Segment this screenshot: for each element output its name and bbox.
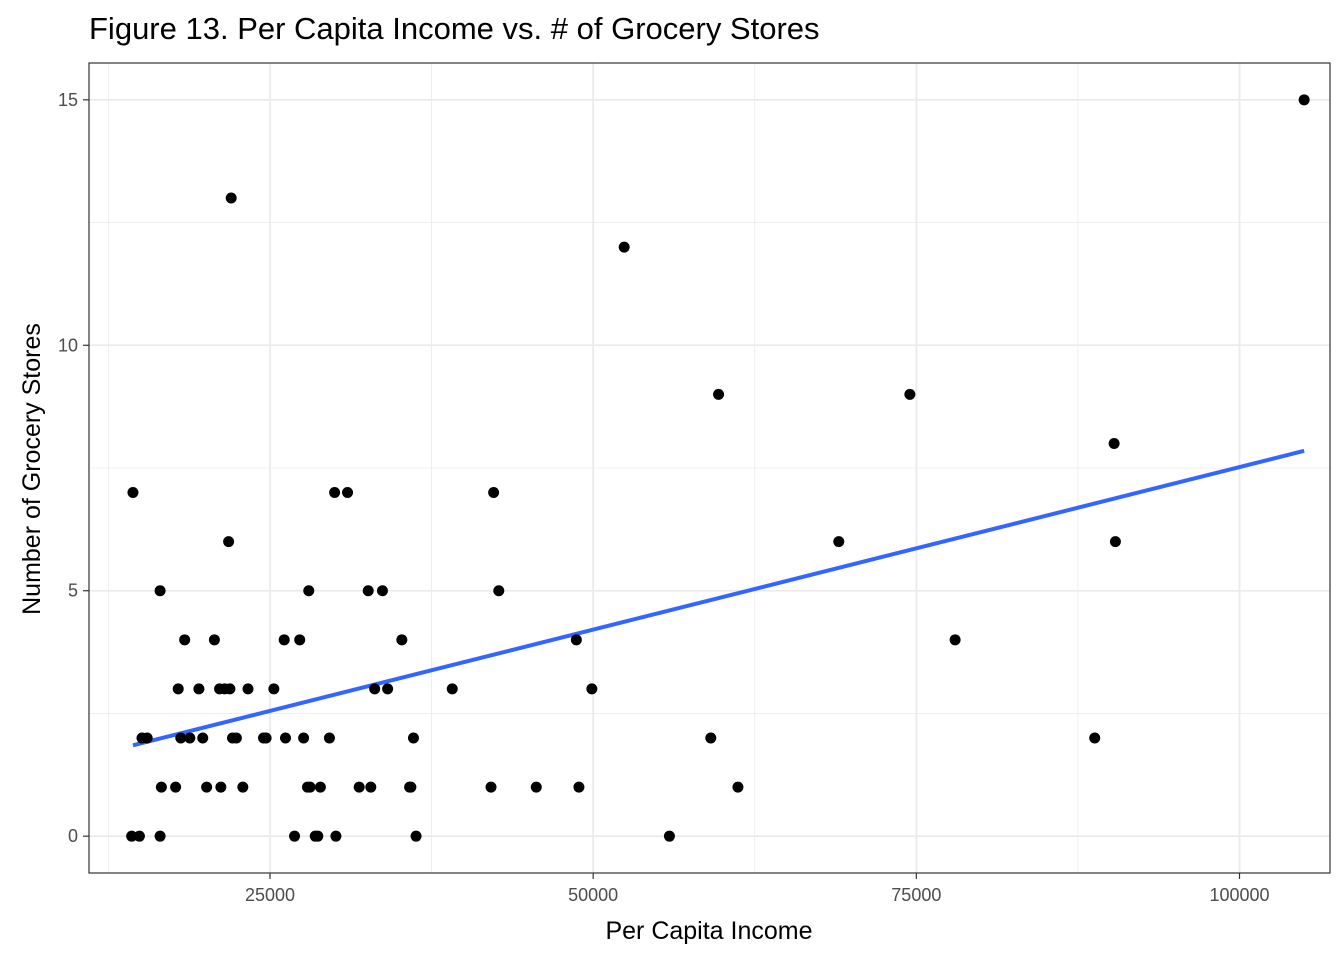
data-point xyxy=(618,241,630,253)
data-point xyxy=(126,830,138,842)
data-point xyxy=(949,634,961,646)
x-axis-ticks: 25000 50000 75000 100000 xyxy=(245,873,1270,905)
data-point xyxy=(530,781,542,793)
data-point xyxy=(224,683,236,695)
data-point xyxy=(353,781,365,793)
data-point xyxy=(586,683,598,695)
data-point xyxy=(573,781,585,793)
x-tick-label: 50000 xyxy=(568,885,618,905)
x-tick-label: 75000 xyxy=(891,885,941,905)
data-point xyxy=(237,781,249,793)
data-point xyxy=(225,192,237,204)
data-point xyxy=(289,830,301,842)
x-tick-label: 25000 xyxy=(245,885,295,905)
data-point xyxy=(312,830,324,842)
data-point xyxy=(268,683,280,695)
data-point xyxy=(260,732,272,744)
data-point xyxy=(376,585,388,597)
y-tick-label: 10 xyxy=(58,335,78,355)
data-point xyxy=(342,487,354,499)
data-point xyxy=(197,732,209,744)
data-point xyxy=(154,585,166,597)
data-point xyxy=(172,683,184,695)
data-point xyxy=(365,781,377,793)
data-point xyxy=(304,781,316,793)
data-point xyxy=(155,781,167,793)
panel-border xyxy=(88,62,1331,874)
data-point xyxy=(732,781,744,793)
x-axis-title: Per Capita Income xyxy=(605,917,812,945)
data-point xyxy=(570,634,582,646)
data-point xyxy=(323,732,335,744)
data-point xyxy=(133,830,145,842)
data-point xyxy=(298,732,310,744)
data-point xyxy=(201,781,213,793)
trend-line-group xyxy=(132,448,1305,748)
grid-minor xyxy=(89,63,1330,873)
data-point xyxy=(278,634,290,646)
data-point xyxy=(713,388,725,400)
data-point xyxy=(485,781,497,793)
y-tick-label: 5 xyxy=(68,581,78,601)
trend-line xyxy=(132,448,1305,748)
data-point xyxy=(184,732,196,744)
data-point xyxy=(223,536,235,548)
data-point xyxy=(833,536,845,548)
data-point xyxy=(141,732,153,744)
data-point xyxy=(242,683,254,695)
data-point xyxy=(154,830,166,842)
chart-title: Figure 13. Per Capita Income vs. # of Gr… xyxy=(89,11,820,46)
data-point xyxy=(303,585,315,597)
data-point xyxy=(407,732,419,744)
data-point xyxy=(1089,732,1101,744)
data-point xyxy=(170,781,182,793)
data-point xyxy=(663,830,675,842)
x-tick-label: 100000 xyxy=(1209,885,1269,905)
data-point xyxy=(493,585,505,597)
data-point xyxy=(396,634,408,646)
data-point xyxy=(382,683,394,695)
data-point xyxy=(127,487,139,499)
data-point xyxy=(369,683,381,695)
y-tick-label: 15 xyxy=(58,90,78,110)
data-point xyxy=(705,732,717,744)
data-point xyxy=(488,487,500,499)
data-point xyxy=(904,388,916,400)
data-point xyxy=(193,683,205,695)
y-axis-title: Number of Grocery Stores xyxy=(18,323,46,615)
data-point xyxy=(175,732,187,744)
data-point xyxy=(410,830,422,842)
data-point xyxy=(1109,536,1121,548)
data-point xyxy=(230,732,242,744)
y-axis-ticks: 0 5 10 15 xyxy=(58,90,89,846)
data-point xyxy=(179,634,191,646)
data-point xyxy=(314,781,326,793)
data-point xyxy=(294,634,306,646)
data-point xyxy=(329,487,341,499)
data-point xyxy=(446,683,458,695)
data-points xyxy=(126,94,1310,842)
data-point xyxy=(215,781,227,793)
data-point xyxy=(208,634,220,646)
data-point xyxy=(405,781,417,793)
data-point xyxy=(279,732,291,744)
data-point xyxy=(362,585,374,597)
data-point xyxy=(1298,94,1310,106)
data-point xyxy=(330,830,342,842)
y-tick-label: 0 xyxy=(68,826,78,846)
data-point xyxy=(1108,437,1120,449)
